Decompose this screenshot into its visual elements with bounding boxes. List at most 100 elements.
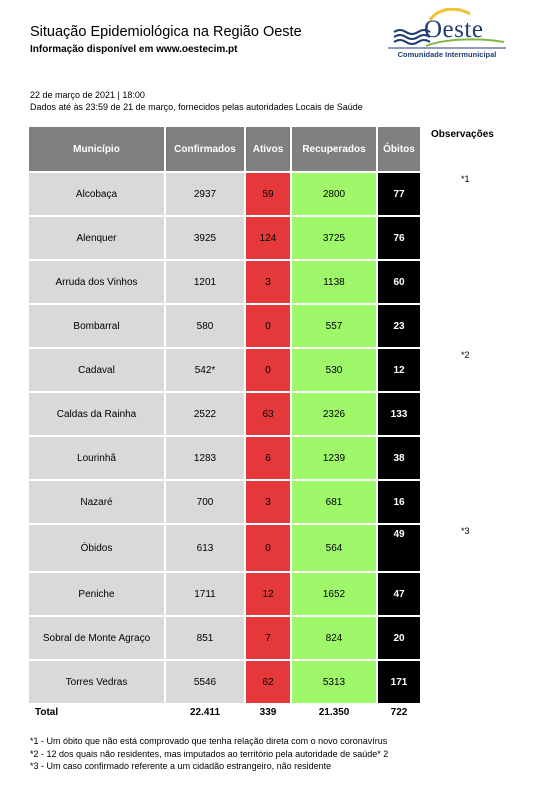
municipio-cell: Torres Vedras	[29, 660, 166, 705]
total-label: Total	[29, 704, 165, 719]
recuperados-cell: 1138	[291, 260, 378, 305]
confirmados-cell: 5546	[165, 660, 246, 705]
ativos-cell: 63	[245, 392, 292, 437]
ativos-cell: 7	[245, 616, 292, 661]
municipio-cell: Nazaré	[29, 480, 166, 525]
obitos-cell: 23	[377, 304, 422, 349]
municipio-cell: Cadaval	[29, 348, 166, 393]
confirmados-cell: 613	[165, 524, 246, 573]
ativos-cell: 0	[245, 524, 292, 573]
confirmados-cell: 851	[165, 616, 246, 661]
municipio-cell: Alcobaça	[29, 172, 166, 217]
municipio-cell: Peniche	[29, 572, 166, 617]
page-subtitle: Informação disponível em www.oestecim.pt	[30, 44, 238, 55]
municipio-cell: Sobral de Monte Agraço	[29, 616, 166, 661]
table-row: Alenquer 3925 124 3725 76	[29, 216, 422, 261]
table-row: Cadaval 542* 0 530 12	[29, 348, 422, 393]
recuperados-cell: 5313	[291, 660, 378, 705]
recuperados-cell: 681	[291, 480, 378, 525]
table-row: Bombarral 580 0 557 23	[29, 304, 422, 349]
table-row: Peniche 1711 12 1652 47	[29, 572, 422, 617]
table-row: Caldas da Rainha 2522 63 2326 133	[29, 392, 422, 437]
ativos-cell: 62	[245, 660, 292, 705]
table-row: Nazaré 700 3 681 16	[29, 480, 422, 525]
observacao-mark-1: *1	[461, 174, 470, 184]
municipio-cell: Bombarral	[29, 304, 166, 349]
municipio-cell: Caldas da Rainha	[29, 392, 166, 437]
logo-waves-icon	[388, 8, 506, 49]
confirmados-cell: 2937	[165, 172, 246, 217]
confirmados-cell: 1201	[165, 260, 246, 305]
date-block: 22 de março de 2021 | 18:00 Dados até às…	[30, 89, 363, 113]
confirmados-cell: 542*	[165, 348, 246, 393]
municipio-cell: Lourinhã	[29, 436, 166, 481]
recuperados-cell: 2800	[291, 172, 378, 217]
recuperados-cell: 1239	[291, 436, 378, 481]
confirmados-cell: 700	[165, 480, 246, 525]
ativos-cell: 3	[245, 480, 292, 525]
data-table: Município Confirmados Ativos Recuperados…	[29, 127, 422, 719]
confirmados-cell: 1283	[165, 436, 246, 481]
confirmados-cell: 2522	[165, 392, 246, 437]
total-recuperados: 21.350	[291, 704, 377, 719]
date-line: 22 de março de 2021 | 18:00	[30, 90, 145, 100]
header-confirmados: Confirmados	[165, 127, 246, 173]
total-row: Total 22.411 339 21.350 722	[29, 704, 421, 719]
recuperados-cell: 824	[291, 616, 378, 661]
header-obitos: Óbitos	[377, 127, 422, 173]
confirmados-cell: 1711	[165, 572, 246, 617]
footnote-1: *1 - Um óbito que não está comprovado qu…	[30, 736, 388, 746]
table-row: Óbidos 613 0 564 49	[29, 524, 422, 573]
table-row: Sobral de Monte Agraço 851 7 824 20	[29, 616, 422, 661]
recuperados-cell: 2326	[291, 392, 378, 437]
total-confirmados: 22.411	[165, 704, 245, 719]
total-obitos: 722	[377, 704, 421, 719]
municipio-cell: Alenquer	[29, 216, 166, 261]
ativos-cell: 12	[245, 572, 292, 617]
source-line: Dados até às 23:59 de 21 de março, forne…	[30, 102, 363, 112]
recuperados-cell: 557	[291, 304, 378, 349]
footnote-3: *3 - Um caso confirmado referente a um c…	[30, 761, 332, 771]
table-row: Lourinhã 1283 6 1239 38	[29, 436, 422, 481]
header-ativos: Ativos	[245, 127, 292, 173]
observacao-mark-2: *2	[461, 350, 470, 360]
recuperados-cell: 564	[291, 524, 378, 573]
obitos-cell: 47	[377, 572, 422, 617]
municipio-cell: Óbidos	[29, 524, 166, 573]
observacoes-header: Observações	[431, 129, 494, 140]
obitos-cell: 20	[377, 616, 422, 661]
table-row: Alcobaça 2937 59 2800 77	[29, 172, 422, 217]
municipio-cell: Arruda dos Vinhos	[29, 260, 166, 305]
logo-subtitle: Comunidade Intermunicipal	[397, 50, 497, 59]
obitos-cell: 12	[377, 348, 422, 393]
logo-word: Oeste	[424, 16, 484, 43]
page-title: Situação Epidemiológica na Região Oeste	[30, 24, 302, 40]
obitos-cell: 49	[377, 524, 422, 573]
recuperados-cell: 1652	[291, 572, 378, 617]
ativos-cell: 59	[245, 172, 292, 217]
obitos-cell: 77	[377, 172, 422, 217]
footnotes: *1 - Um óbito que não está comprovado qu…	[30, 735, 388, 773]
ativos-cell: 124	[245, 216, 292, 261]
footnote-2: *2 - 12 dos quais não residentes, mas im…	[30, 748, 389, 759]
obitos-cell: 60	[377, 260, 422, 305]
total-ativos: 339	[245, 704, 291, 719]
oeste-logo: Oeste Comunidade Intermunicipal	[386, 8, 508, 64]
table-row: Arruda dos Vinhos 1201 3 1138 60	[29, 260, 422, 305]
obitos-cell: 16	[377, 480, 422, 525]
header-municipio: Município	[29, 127, 166, 173]
obitos-cell: 171	[377, 660, 422, 705]
table-row: Torres Vedras 5546 62 5313 171	[29, 660, 422, 705]
obitos-cell: 76	[377, 216, 422, 261]
confirmados-cell: 580	[165, 304, 246, 349]
recuperados-cell: 3725	[291, 216, 378, 261]
ativos-cell: 0	[245, 304, 292, 349]
obitos-cell: 38	[377, 436, 422, 481]
header-recuperados: Recuperados	[291, 127, 378, 173]
ativos-cell: 0	[245, 348, 292, 393]
recuperados-cell: 530	[291, 348, 378, 393]
obitos-cell: 133	[377, 392, 422, 437]
table-header-row: Município Confirmados Ativos Recuperados…	[29, 127, 422, 173]
confirmados-cell: 3925	[165, 216, 246, 261]
ativos-cell: 3	[245, 260, 292, 305]
